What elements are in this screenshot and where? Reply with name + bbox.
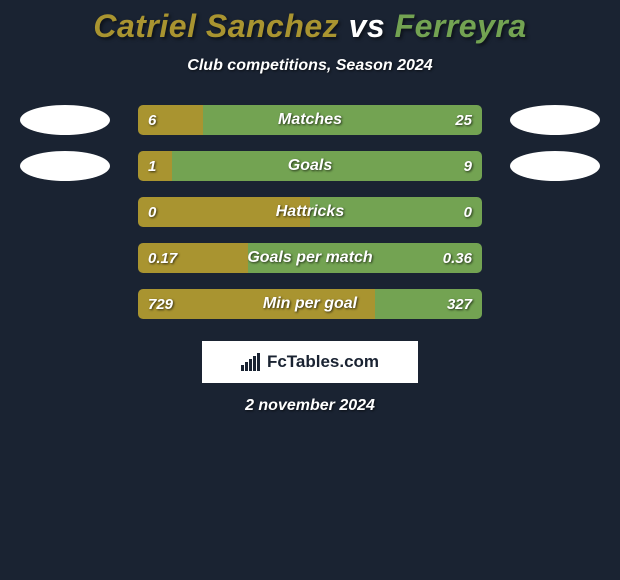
chart-icon	[241, 353, 261, 371]
stat-row: 0 0Hattricks	[0, 197, 620, 227]
stat-bar: 1 9Goals	[138, 151, 482, 181]
stat-bar: 0 0Hattricks	[138, 197, 482, 227]
stat-row: 1 9Goals	[0, 151, 620, 181]
comparison-container: Catriel Sanchez vs Ferreyra Club competi…	[0, 0, 620, 415]
footer-date: 2 november 2024	[0, 397, 620, 415]
stat-label: Hattricks	[138, 197, 482, 227]
stat-value-left: 0	[138, 197, 166, 227]
stat-label: Min per goal	[138, 289, 482, 319]
title-vs: vs	[349, 8, 386, 44]
stat-value-left: 0.17	[138, 243, 187, 273]
stat-bar: 6 25Matches	[138, 105, 482, 135]
stat-row: 6 25Matches	[0, 105, 620, 135]
stat-value-right: 0.36	[433, 243, 482, 273]
brand-logo: FcTables.com	[202, 341, 418, 383]
stat-bar: 0.17 0.36Goals per match	[138, 243, 482, 273]
stat-value-right: 327	[437, 289, 482, 319]
stat-value-left: 1	[138, 151, 166, 181]
player1-avatar	[20, 151, 110, 181]
stat-row: 0.17 0.36Goals per match	[0, 243, 620, 273]
stat-label: Matches	[138, 105, 482, 135]
title-player2: Ferreyra	[395, 8, 527, 44]
stat-label: Goals per match	[138, 243, 482, 273]
stat-value-right: 9	[454, 151, 482, 181]
stat-value-left: 6	[138, 105, 166, 135]
stat-value-left: 729	[138, 289, 183, 319]
player2-avatar	[510, 151, 600, 181]
stat-row: 729 327Min per goal	[0, 289, 620, 319]
stat-label: Goals	[138, 151, 482, 181]
page-title: Catriel Sanchez vs Ferreyra	[0, 8, 620, 45]
stats-list: 6 25Matches 1 9Goals 0 0Hattricks 0.17 0.36Goal…	[0, 105, 620, 319]
player2-avatar	[510, 105, 600, 135]
player1-avatar	[20, 105, 110, 135]
subtitle: Club competitions, Season 2024	[0, 57, 620, 75]
stat-bar: 729 327Min per goal	[138, 289, 482, 319]
stat-value-right: 25	[445, 105, 482, 135]
brand-text: FcTables.com	[267, 352, 379, 372]
stat-value-right: 0	[454, 197, 482, 227]
title-player1: Catriel Sanchez	[93, 8, 339, 44]
